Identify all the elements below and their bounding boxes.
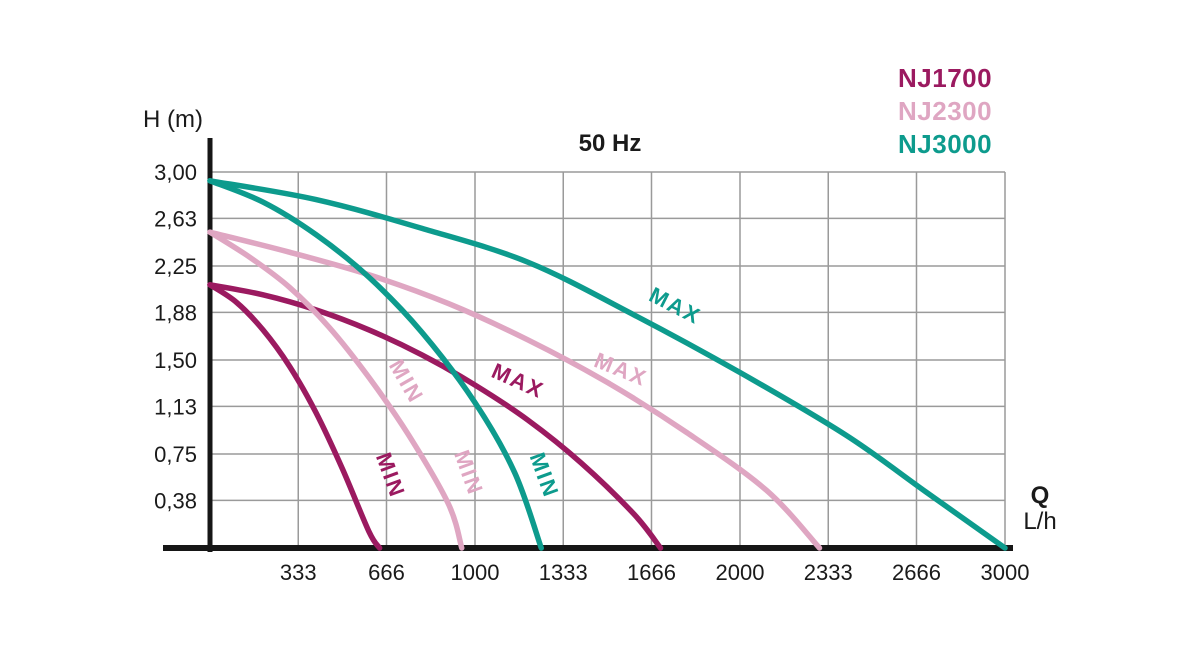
legend-item-nj1700: NJ1700 [898,63,993,93]
y-axis-label: H (m) [143,106,203,133]
x-tick-label: 3000 [981,560,1030,585]
x-tick-label: 2333 [804,560,853,585]
curve-label-min: MIN [525,449,564,501]
curve-nj1700-max [207,282,664,551]
curve-label-max: MAX [645,282,705,329]
x-tick-label: 333 [280,560,317,585]
curve-label-min: MIN [371,449,410,501]
curve-nj1700-min [207,282,383,551]
y-tick-label: 0,38 [154,488,197,513]
y-tick-label: 2,63 [154,206,197,231]
chart-title: 50 Hz [578,130,642,157]
legend-item-nj2300: NJ2300 [898,96,993,126]
y-tick-label: 1,13 [154,394,197,419]
y-tick-label: 2,25 [154,254,197,279]
y-tick-label: 0,75 [154,442,197,467]
curve-label-max: MAX [591,347,651,391]
x-tick-label: 1333 [539,560,588,585]
x-tick-label: 1000 [451,560,500,585]
curve-nj2300-min [207,229,465,551]
x-tick-label: 2000 [716,560,765,585]
x-axis-unit-lh: L/h [1023,508,1057,535]
x-tick-label: 1666 [627,560,676,585]
y-tick-label: 3,00 [154,160,197,185]
curve-label-min: MIN [384,355,429,408]
y-tick-label: 1,88 [154,300,197,325]
x-tick-label: 666 [368,560,405,585]
legend-item-nj3000: NJ3000 [898,129,993,159]
legend: NJ1700 NJ2300 NJ3000 [898,62,1058,161]
curve-nj3000-max [207,178,1008,551]
y-tick-label: 1,50 [154,348,197,373]
curve-nj2300-max [207,229,823,551]
x-tick-label: 2666 [892,560,941,585]
x-axis-unit-q: Q [1030,482,1050,509]
curve-nj3000-min [207,178,544,551]
